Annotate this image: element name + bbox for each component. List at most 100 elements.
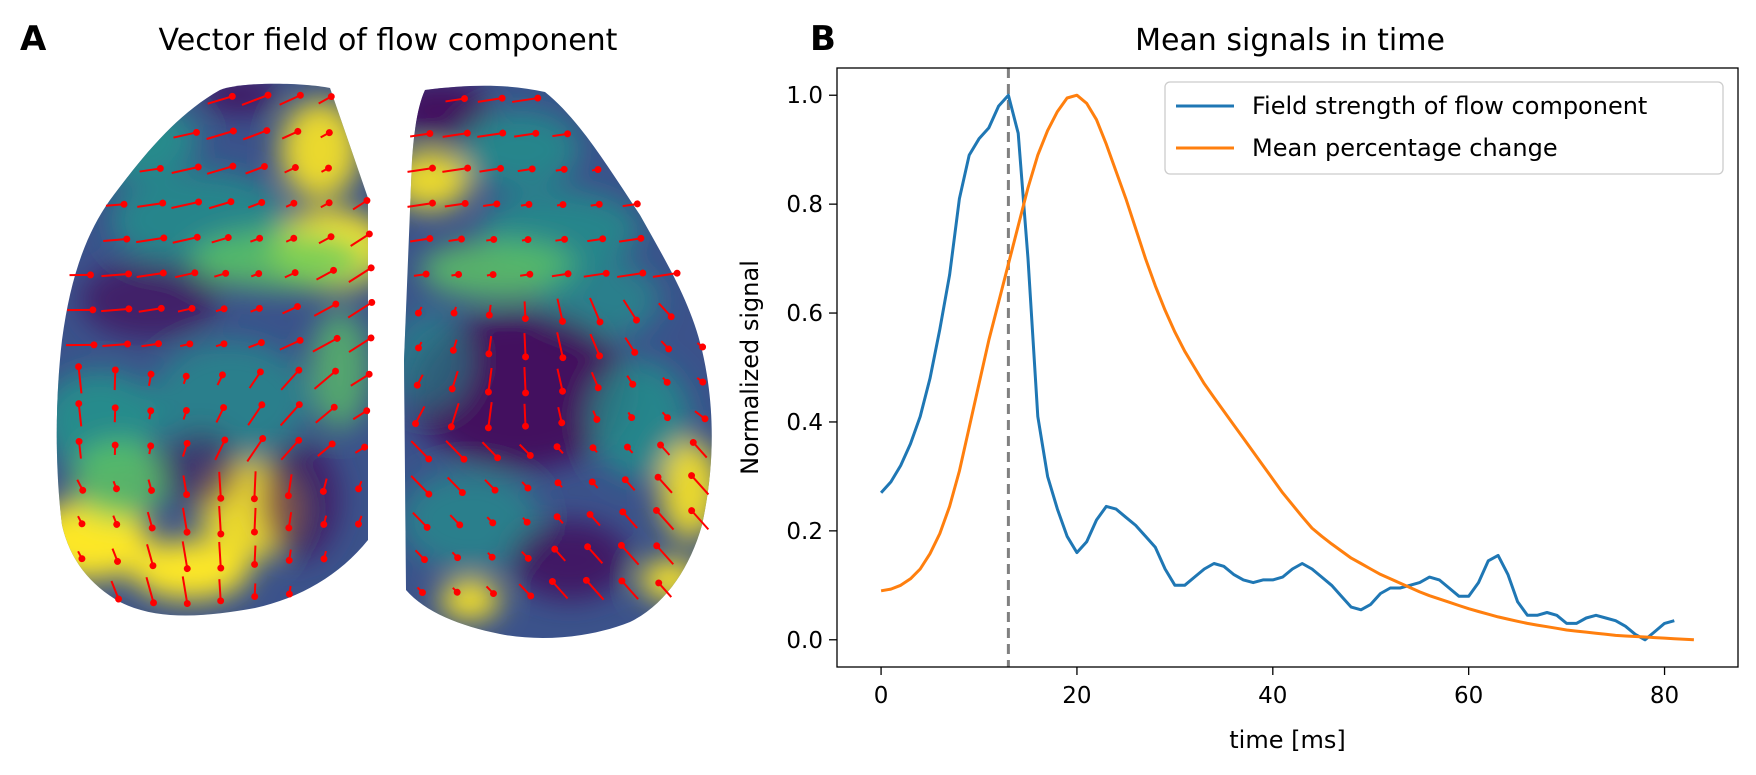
x-tick-label: 0	[874, 683, 889, 709]
flow-arrow	[179, 340, 194, 348]
field-blob	[404, 150, 470, 210]
flow-arrow	[521, 236, 532, 244]
flow-arrow	[215, 340, 228, 348]
flow-arrow	[655, 579, 673, 598]
flow-arrow	[449, 514, 464, 529]
flow-arrow	[582, 576, 605, 601]
flow-arrow	[75, 437, 83, 459]
flow-arrow	[451, 270, 463, 278]
flow-arrow	[355, 480, 363, 493]
flow-arrow	[589, 444, 598, 453]
flow-arrow	[250, 234, 264, 243]
flow-arrow	[658, 302, 675, 321]
flow-arrow	[214, 269, 230, 278]
flow-arrow	[552, 130, 572, 138]
series-lines	[879, 93, 1694, 642]
flow-arrow	[556, 332, 567, 362]
flow-arrow	[622, 200, 641, 208]
legend: Field strength of flow component Mean pe…	[1164, 81, 1724, 175]
flow-arrow	[181, 576, 191, 608]
flow-arrow	[442, 129, 471, 138]
flow-arrow	[318, 93, 335, 105]
flow-arrow	[182, 475, 191, 499]
flow-arrow	[662, 377, 671, 386]
flow-arrow	[452, 587, 461, 596]
flow-arrow	[313, 367, 339, 390]
field-blob	[440, 580, 500, 620]
flow-arrow	[557, 406, 566, 427]
flow-arrow	[521, 481, 532, 492]
flow-arrow	[250, 270, 263, 278]
flow-arrow	[147, 479, 155, 494]
flow-arrow	[279, 336, 304, 351]
y-tick-label: 1.0	[786, 83, 823, 109]
flow-arrow	[661, 411, 671, 422]
flow-arrow	[553, 443, 564, 455]
flow-arrow	[696, 377, 707, 386]
flow-arrow	[146, 544, 157, 570]
flow-arrow	[409, 130, 434, 138]
flow-arrow	[316, 266, 337, 281]
field-blob	[70, 440, 170, 520]
flow-arrow	[621, 476, 636, 491]
flow-arrow	[410, 475, 433, 498]
flow-arrow	[410, 440, 433, 463]
flow-arrow	[101, 305, 133, 313]
flow-arrow	[76, 479, 87, 494]
line-chart: 0 20 40 60 80 0.0 0.2 0.4 0.6 0.8 1.0 time [ms] N…	[736, 67, 1739, 754]
x-axis-ticks: 0 20 40 60 80	[874, 667, 1679, 709]
flow-arrow	[282, 303, 301, 315]
flow-arrow	[214, 436, 229, 461]
flow-arrow	[412, 511, 431, 531]
flow-arrow	[111, 366, 119, 391]
flow-arrow	[313, 300, 340, 317]
flow-arrow	[415, 341, 423, 352]
flow-arrow	[555, 165, 568, 173]
flow-arrow	[409, 235, 434, 243]
flow-arrow	[284, 269, 299, 279]
field-blob	[460, 110, 580, 190]
flow-arrow	[250, 304, 263, 313]
flow-arrow	[147, 407, 155, 420]
flow-arrow	[248, 368, 264, 389]
series-line-field-strength	[879, 93, 1675, 642]
flow-arrow	[247, 198, 266, 209]
field-blob	[510, 520, 630, 600]
flow-arrow	[141, 340, 162, 348]
flow-arrow	[589, 333, 604, 360]
flow-arrow	[171, 163, 202, 174]
flow-arrow	[77, 550, 86, 563]
flow-arrow	[285, 511, 293, 532]
flow-arrow	[281, 127, 302, 140]
flow-arrow	[136, 234, 168, 244]
flow-arrow	[623, 443, 634, 454]
flow-arrow	[448, 235, 465, 243]
flow-arrow	[206, 162, 237, 175]
flow-arrow	[145, 576, 158, 607]
flow-arrow	[251, 545, 259, 568]
flow-arrow	[654, 473, 673, 494]
flow-arrow	[520, 270, 534, 278]
flow-arrow	[407, 164, 436, 173]
flow-arrow	[414, 549, 428, 564]
flow-arrow	[483, 200, 501, 208]
flow-arrow	[354, 515, 363, 528]
flow-arrow	[486, 235, 498, 243]
flow-arrow	[137, 199, 167, 208]
flow-arrow	[551, 545, 566, 562]
flow-arrow	[479, 164, 505, 173]
flow-arrow	[592, 410, 601, 423]
flow-arrow	[407, 199, 436, 208]
legend-label-field-strength: Field strength of flow component	[1252, 92, 1647, 120]
right-hemisphere-field	[404, 85, 712, 638]
flow-arrow	[171, 198, 203, 210]
flow-arrow	[350, 370, 373, 387]
flow-arrow	[618, 577, 639, 600]
y-tick-label: 0.0	[786, 628, 823, 654]
flow-arrow	[617, 269, 647, 278]
legend-box	[1164, 81, 1724, 175]
flow-arrow	[652, 269, 681, 278]
x-tick-label: 60	[1454, 683, 1483, 709]
legend-label-mean-percentage: Mean percentage change	[1252, 134, 1558, 162]
field-blob	[260, 440, 340, 560]
